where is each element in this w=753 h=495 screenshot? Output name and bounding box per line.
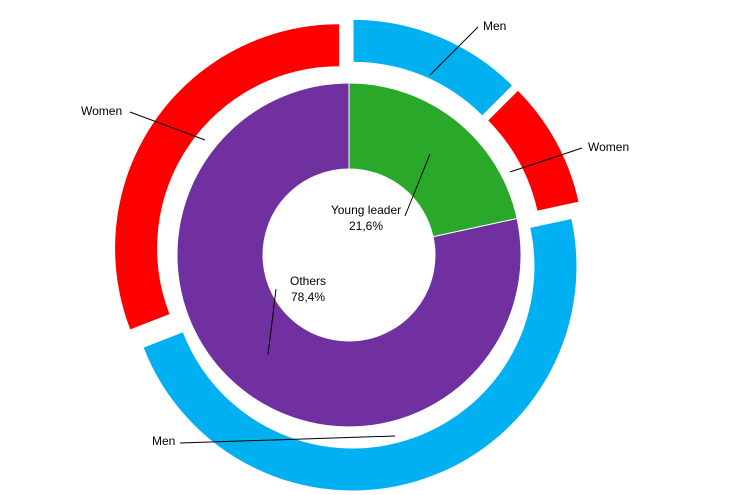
leader-line: [404, 153, 431, 217]
inner-segment: [348, 82, 518, 238]
inner-value-label: 21,6%: [349, 219, 383, 233]
leader-line: [267, 288, 277, 356]
leader-line: [509, 147, 583, 173]
leader-line: [429, 26, 479, 76]
leader-line: [179, 435, 396, 444]
outer-segment: [143, 219, 577, 491]
outer-segment: [115, 24, 340, 330]
outer-label: Women: [81, 104, 122, 118]
outer-segment: [353, 19, 512, 116]
inner-label: Others: [290, 274, 326, 288]
inner-value-label: 78,4%: [291, 290, 325, 304]
rings: [115, 19, 579, 491]
outer-label: Men: [152, 434, 175, 448]
outer-segment: [488, 90, 579, 211]
outer-label: Women: [588, 140, 629, 154]
leader-line: [129, 111, 206, 141]
outer-label: Men: [483, 19, 506, 33]
inner-segment: [176, 82, 522, 428]
inner-label: Young leader: [331, 203, 401, 217]
